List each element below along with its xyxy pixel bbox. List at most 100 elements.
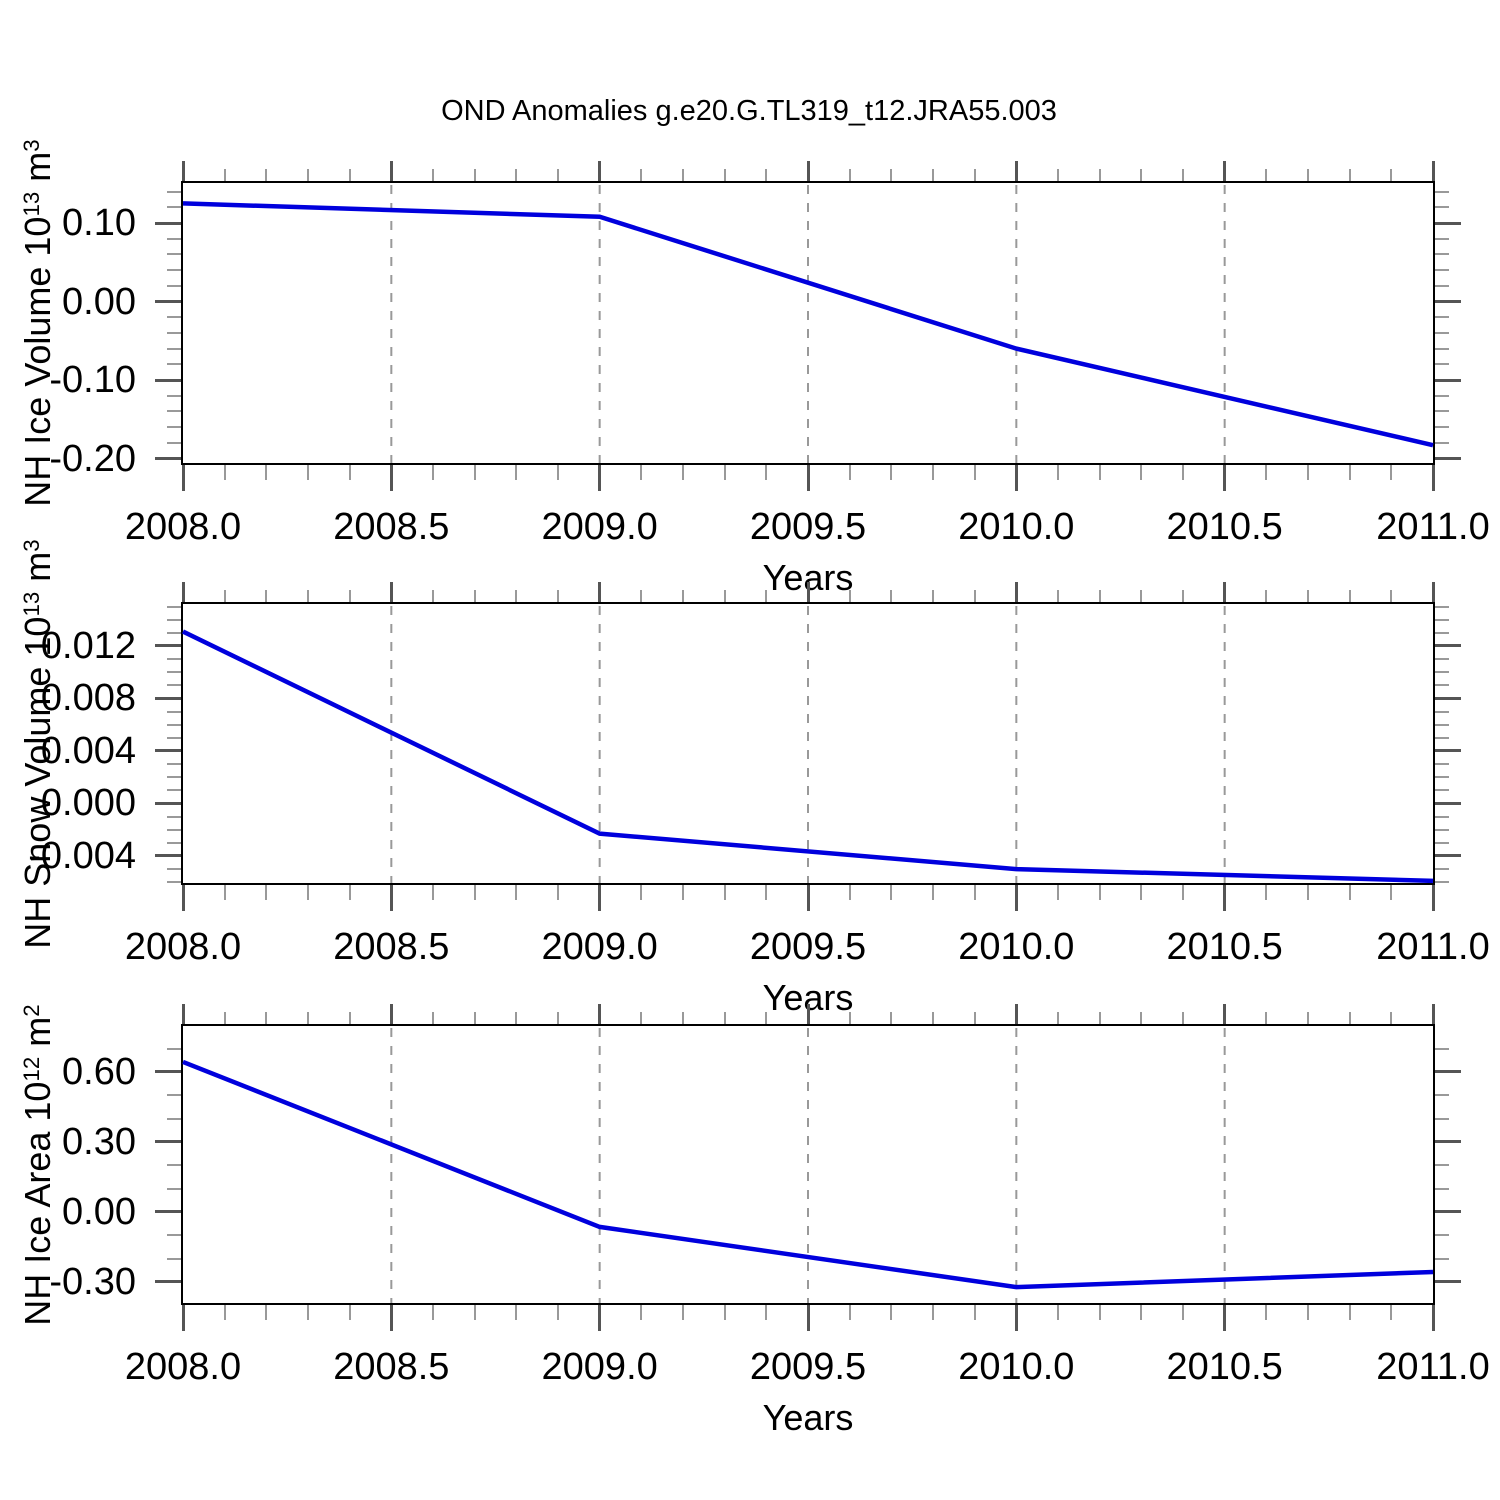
x-minor-tick-top — [932, 1012, 934, 1024]
x-tick-label: 2010.5 — [1166, 506, 1283, 548]
x-minor-tick-top — [682, 1012, 684, 1024]
x-major-tick — [181, 1305, 185, 1331]
x-minor-tick-top — [1057, 590, 1059, 602]
x-tick-label: 2010.5 — [1166, 1346, 1283, 1388]
y-minor-tick — [167, 253, 181, 256]
x-minor-tick-top — [223, 590, 226, 602]
x-minor-tick-top — [1140, 1012, 1143, 1024]
y-minor-tick-right — [1435, 658, 1449, 661]
x-major-tick — [806, 465, 810, 491]
plot-area — [182, 1028, 1434, 1303]
x-minor-tick — [1307, 885, 1309, 900]
y-major-tick — [155, 300, 181, 304]
panel-frame — [181, 602, 1435, 885]
x-tick-label: 2010.0 — [958, 926, 1075, 968]
x-minor-tick-top — [515, 169, 518, 181]
x-minor-tick — [1182, 1305, 1184, 1320]
y-tick-label: -0.30 — [49, 1260, 136, 1303]
y-minor-tick — [167, 1164, 181, 1167]
x-tick-label: 2009.0 — [541, 506, 658, 548]
y-major-tick-right — [1435, 378, 1461, 382]
x-major-tick — [1431, 465, 1435, 491]
x-minor-tick-top — [515, 1012, 518, 1024]
x-major-tick-top — [598, 582, 602, 602]
x-minor-tick — [973, 465, 976, 480]
y-major-tick — [155, 1140, 181, 1144]
y-minor-tick — [167, 658, 181, 661]
y-minor-tick — [167, 269, 181, 272]
x-major-tick-top — [806, 161, 810, 181]
x-minor-tick — [848, 465, 851, 480]
x-major-tick — [806, 1305, 810, 1331]
y-axis-title-superscript: 13 — [18, 591, 44, 617]
y-minor-tick — [167, 316, 181, 319]
x-minor-tick — [1098, 885, 1101, 900]
x-minor-tick — [932, 1305, 934, 1320]
x-major-tick — [1014, 465, 1018, 491]
y-tick-label: 0.008 — [40, 677, 136, 720]
x-minor-tick — [515, 465, 518, 480]
x-minor-tick-top — [473, 169, 476, 181]
y-axis-title-superscript: 3 — [18, 139, 44, 152]
y-major-tick-right — [1435, 696, 1461, 700]
x-minor-tick-top — [682, 590, 684, 602]
y-minor-tick — [167, 426, 181, 429]
x-minor-tick-top — [973, 590, 976, 602]
x-tick-label: 2008.0 — [124, 926, 242, 968]
x-tick-label: 2008.5 — [333, 926, 450, 968]
y-minor-tick — [167, 441, 181, 444]
x-minor-tick — [723, 465, 726, 480]
x-minor-tick-top — [640, 169, 643, 181]
x-minor-tick — [307, 465, 309, 480]
y-minor-tick-right — [1435, 441, 1449, 444]
x-minor-tick — [515, 885, 518, 900]
x-minor-tick-top — [307, 169, 309, 181]
x-minor-tick — [473, 1305, 476, 1320]
y-minor-tick-right — [1435, 1257, 1449, 1260]
y-minor-tick — [167, 671, 181, 674]
x-major-tick-top — [1014, 1004, 1018, 1024]
x-minor-tick — [1182, 885, 1184, 900]
x-minor-tick-top — [890, 1012, 893, 1024]
x-minor-tick — [848, 1305, 851, 1320]
x-minor-tick-top — [1182, 169, 1184, 181]
y-minor-tick-right — [1435, 284, 1449, 287]
x-minor-tick — [765, 465, 768, 480]
x-tick-label: 2009.0 — [541, 926, 658, 968]
x-minor-tick — [223, 465, 226, 480]
x-minor-tick — [1348, 465, 1351, 480]
x-minor-tick-top — [473, 1012, 476, 1024]
x-minor-tick — [1057, 465, 1059, 480]
x-minor-tick-top — [723, 169, 726, 181]
x-tick-label: 2010.0 — [958, 1346, 1075, 1388]
y-major-tick — [155, 696, 181, 700]
y-minor-tick — [167, 1094, 181, 1097]
y-minor-tick-right — [1435, 1187, 1449, 1190]
x-minor-tick-top — [765, 169, 768, 181]
x-major-tick — [598, 465, 602, 491]
x-minor-tick-top — [557, 169, 559, 181]
x-major-tick-top — [389, 582, 393, 602]
y-minor-tick — [167, 237, 181, 240]
x-minor-tick — [1140, 465, 1143, 480]
y-major-tick — [155, 1070, 181, 1074]
x-minor-tick-top — [890, 169, 893, 181]
y-minor-tick-right — [1435, 1164, 1449, 1167]
y-tick-label: 0.012 — [40, 624, 136, 667]
x-minor-tick — [890, 885, 893, 900]
x-minor-tick — [223, 885, 226, 900]
y-minor-tick-right — [1435, 237, 1449, 240]
y-minor-tick-right — [1435, 815, 1449, 818]
x-minor-tick — [1140, 1305, 1143, 1320]
y-minor-tick — [167, 710, 181, 713]
y-minor-tick-right — [1435, 206, 1449, 209]
x-minor-tick — [890, 465, 893, 480]
x-major-tick — [1431, 1305, 1435, 1331]
x-tick-label: 2008.0 — [124, 1346, 242, 1388]
x-minor-tick — [1348, 885, 1351, 900]
y-tick-label: 0.60 — [62, 1050, 136, 1093]
x-minor-tick-top — [1348, 1012, 1351, 1024]
y-axis-title-superscript: 12 — [18, 1056, 44, 1082]
x-minor-tick-top — [1057, 1012, 1059, 1024]
